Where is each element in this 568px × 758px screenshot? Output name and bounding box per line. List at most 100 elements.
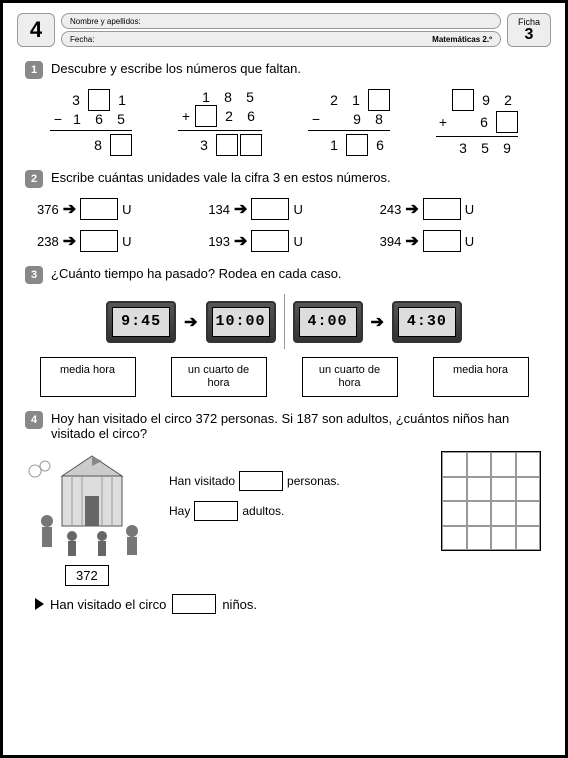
- digit-blank[interactable]: [240, 134, 262, 156]
- arrow-icon: ➔: [63, 199, 76, 219]
- digit: 8: [369, 111, 389, 127]
- header-fields: Nombre y apellidos: Fecha: Matemáticas 2…: [61, 13, 501, 47]
- blank-input[interactable]: [239, 471, 283, 491]
- unit-blank[interactable]: [80, 198, 118, 220]
- unit-number: 134: [208, 202, 230, 217]
- arrow-icon: ➔: [405, 231, 418, 251]
- ex3-title: ¿Cuánto tiempo ha pasado? Rodea en cada …: [51, 266, 342, 281]
- digit: 9: [497, 140, 517, 156]
- unit-number: 394: [380, 234, 402, 249]
- ex3-badge: 3: [25, 266, 43, 284]
- ex1-title: Descubre y escribe los números que falta…: [51, 61, 301, 76]
- digit: 5: [240, 89, 260, 105]
- digit-blank[interactable]: [452, 89, 474, 111]
- ex4-final-a: Han visitado el circo: [50, 597, 166, 612]
- arrow-icon: ➔: [234, 231, 247, 251]
- operation: 31−1658: [50, 89, 132, 156]
- digit: 3: [453, 140, 473, 156]
- ex2-title: Escribe cuántas unidades vale la cifra 3…: [51, 170, 391, 185]
- digit-blank[interactable]: [195, 105, 217, 127]
- choice-option[interactable]: media hora: [433, 357, 529, 397]
- digit-blank[interactable]: [88, 89, 110, 111]
- unit-suffix: U: [293, 234, 302, 249]
- unit-blank[interactable]: [251, 198, 289, 220]
- digit: 1: [112, 92, 132, 108]
- blank-input[interactable]: [172, 594, 216, 614]
- ex1-title-row: 1 Descubre y escribe los números que fal…: [17, 61, 551, 79]
- digit: 1: [67, 111, 87, 127]
- digit: 8: [218, 89, 238, 105]
- ex4-line-2: Hay adultos.: [169, 501, 429, 521]
- digit-blank[interactable]: [496, 111, 518, 133]
- arrow-icon: ➔: [405, 199, 418, 219]
- unit-blank[interactable]: [423, 198, 461, 220]
- choice-option[interactable]: un cuarto de hora: [171, 357, 267, 397]
- name-field[interactable]: Nombre y apellidos:: [61, 13, 501, 29]
- unit-number: 376: [37, 202, 59, 217]
- name-label: Nombre y apellidos:: [70, 17, 141, 26]
- digit-blank[interactable]: [368, 89, 390, 111]
- digit: 6: [474, 114, 494, 130]
- unit-blank[interactable]: [251, 230, 289, 252]
- digit: 1: [346, 92, 366, 108]
- digit: 6: [241, 108, 261, 124]
- ex3-title-row: 3 ¿Cuánto tiempo ha pasado? Rodea en cad…: [17, 266, 551, 284]
- digit: 8: [88, 137, 108, 153]
- ex4-title: Hoy han visitado el circo 372 personas. …: [51, 411, 551, 441]
- unit-suffix: U: [293, 202, 302, 217]
- clock-1-time: 9:45: [112, 307, 170, 337]
- ex4-line-1: Han visitado personas.: [169, 471, 429, 491]
- clock-4: 4:30: [392, 301, 462, 343]
- unit-item: 134➔U: [208, 198, 359, 220]
- circus-illustration: [27, 451, 157, 561]
- ex4-badge: 4: [25, 411, 43, 429]
- worksheet-page: 4 Nombre y apellidos: Fecha: Matemáticas…: [0, 0, 568, 758]
- unit-suffix: U: [465, 202, 474, 217]
- digit: 2: [324, 92, 344, 108]
- ex2-title-row: 2 Escribe cuántas unidades vale la cifra…: [17, 170, 551, 188]
- ex4-fill-lines: Han visitado personas. Hay adultos.: [169, 451, 429, 561]
- unit-number: 193: [208, 234, 230, 249]
- ex4-l2a: Hay: [169, 504, 190, 518]
- exercise-1: 1 Descubre y escribe los números que fal…: [17, 61, 551, 156]
- ex4-l2b: adultos.: [242, 504, 284, 518]
- unit-item: 243➔ U: [380, 198, 531, 220]
- digit-blank[interactable]: [346, 134, 368, 156]
- unit-item: 238➔U: [37, 230, 188, 252]
- clock-3-time: 4:00: [299, 307, 357, 337]
- operation: 185+263: [178, 89, 262, 156]
- ex4-l1a: Han visitado: [169, 474, 235, 488]
- ex4-final: Han visitado el circo niños.: [17, 594, 551, 614]
- ex4-l1b: personas.: [287, 474, 340, 488]
- choice-option[interactable]: un cuarto de hora: [302, 357, 398, 397]
- digit: 1: [196, 89, 216, 105]
- ex3-clocks: 9:45 ➔ 10:00 4:00 ➔ 4:30: [17, 294, 551, 349]
- page-number: 4: [17, 13, 55, 47]
- ex2-grid: 376➔U134➔U243➔U238➔U193➔U394➔U: [17, 198, 551, 252]
- unit-number: 243: [380, 202, 402, 217]
- digit: 9: [347, 111, 367, 127]
- blank-input[interactable]: [194, 501, 238, 521]
- operation: 92+6359: [436, 89, 518, 156]
- digit: 9: [476, 92, 496, 108]
- ex1-badge: 1: [25, 61, 43, 79]
- date-field[interactable]: Fecha: Matemáticas 2.º: [61, 31, 501, 47]
- divider: [284, 294, 285, 349]
- work-grid[interactable]: [441, 451, 541, 551]
- unit-suffix: U: [122, 202, 131, 217]
- choice-option[interactable]: media hora: [40, 357, 136, 397]
- digit-blank[interactable]: [110, 134, 132, 156]
- unit-blank[interactable]: [80, 230, 118, 252]
- digit: 1: [324, 137, 344, 153]
- arrow-icon: ➔: [63, 231, 76, 251]
- digit: 2: [498, 92, 518, 108]
- unit-item: 394➔U: [380, 230, 531, 252]
- digit-blank[interactable]: [216, 134, 238, 156]
- clock-1: 9:45: [106, 301, 176, 343]
- ficha-number: 3: [525, 27, 534, 43]
- triangle-bullet-icon: [35, 598, 44, 610]
- unit-blank[interactable]: [423, 230, 461, 252]
- exercise-4: 4 Hoy han visitado el circo 372 personas…: [17, 411, 551, 614]
- clock-2: 10:00: [206, 301, 276, 343]
- unit-number: 238: [37, 234, 59, 249]
